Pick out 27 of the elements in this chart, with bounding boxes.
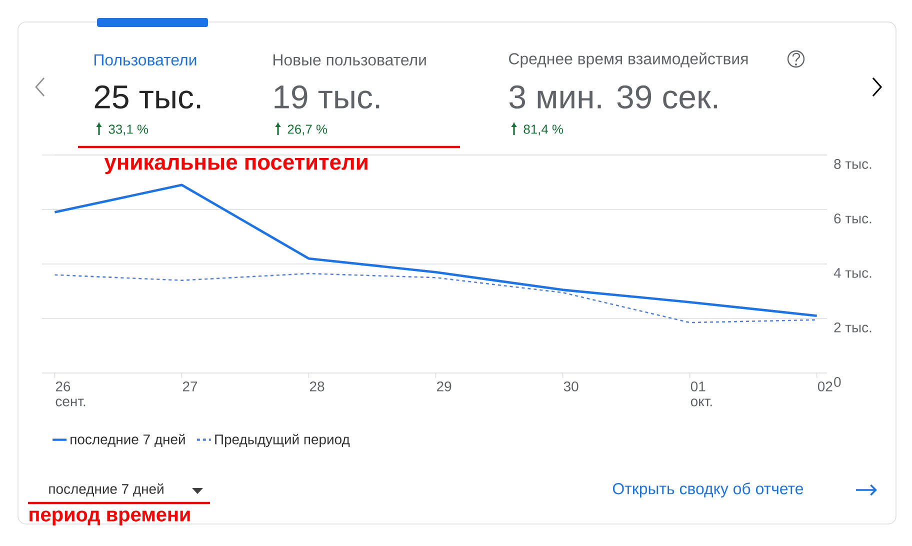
y-tick-label: 4 тыс.	[834, 268, 872, 278]
y-tick-label: 8 тыс.	[834, 159, 872, 169]
legend-label: Предыдущий период	[215, 434, 350, 448]
legend-label: последние 7 дней	[70, 434, 185, 447]
text: период времени	[30, 510, 190, 526]
text: 26,7 %	[288, 124, 328, 136]
text: Пользователи	[94, 54, 196, 66]
text: Среднее время взаимодействия	[509, 52, 748, 68]
text: Открыть сводку об отчете	[612, 482, 804, 498]
y-tick-label: 2 тыс.	[834, 322, 872, 332]
x-tick-label: 30	[564, 381, 578, 392]
y-tick-label: 0	[834, 377, 841, 387]
x-tick-label: 29	[437, 381, 452, 392]
text: Новые пользователи	[274, 54, 426, 66]
x-tick-label: 28	[310, 381, 324, 392]
text: 3 мин. 39 сек.	[509, 85, 718, 109]
x-tick-label: 01 окт.	[690, 381, 712, 406]
text: 81,4 %	[524, 124, 564, 136]
y-tick-label: 6 тыс.	[834, 214, 872, 224]
text: 19 тыс.	[274, 85, 380, 109]
text: 25 тыс.	[94, 85, 200, 109]
annotation: уникальные посетители	[104, 158, 368, 174]
text: 33,1 %	[108, 124, 148, 136]
x-tick-label: 27	[182, 381, 198, 392]
text: последние 7 дней	[49, 483, 164, 497]
x-tick-label: 02	[818, 381, 832, 392]
x-tick-label: 26 сент.	[56, 381, 86, 406]
